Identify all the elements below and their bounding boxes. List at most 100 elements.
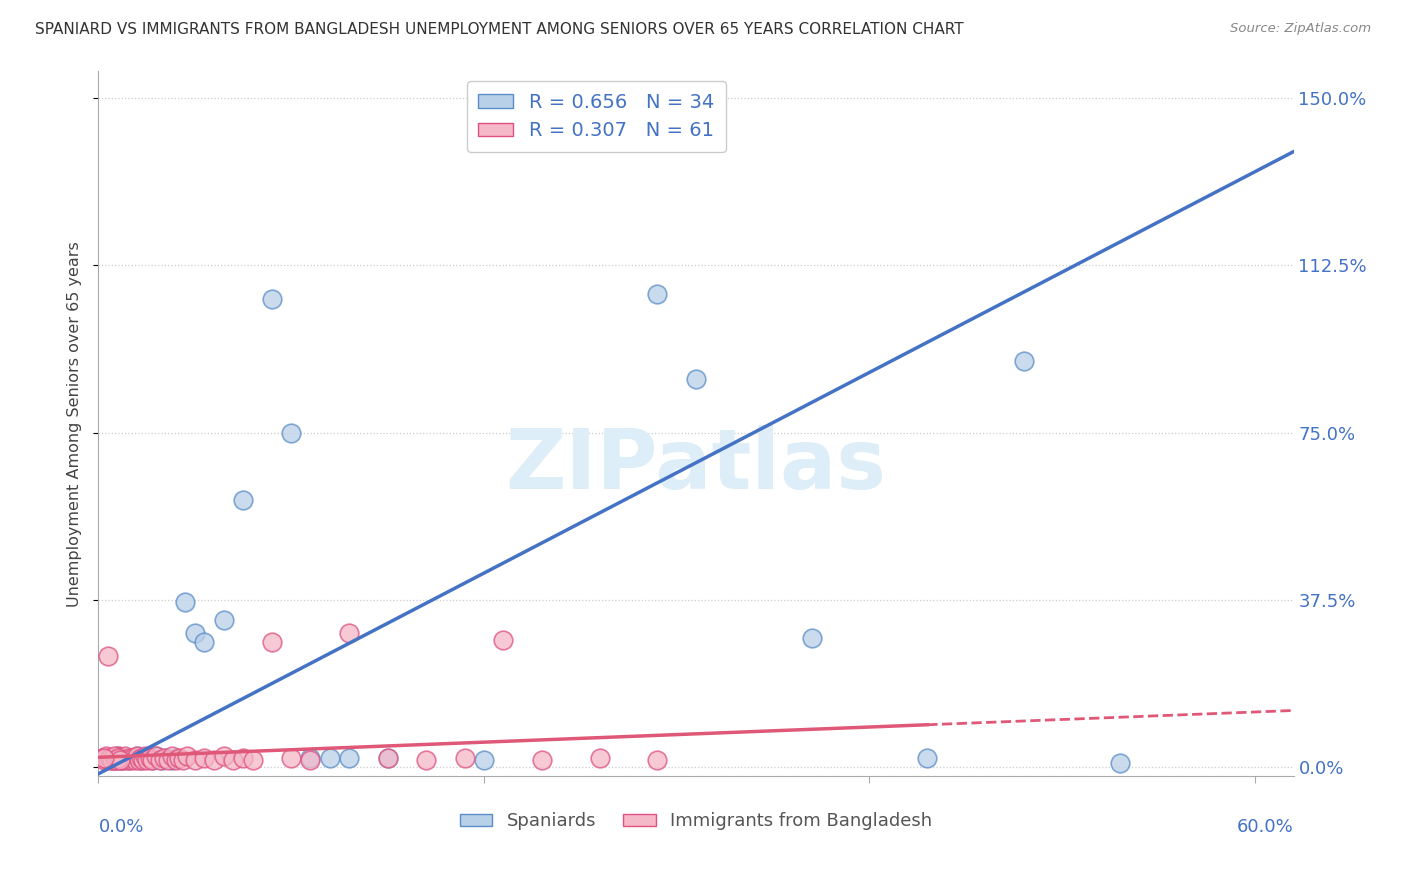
Point: [110, 753, 132, 767]
Point: [117, 753, 139, 767]
Point: [124, 753, 146, 767]
Point: [377, 751, 399, 765]
Point: [242, 753, 264, 767]
Point: [135, 751, 157, 765]
Point: [128, 753, 150, 767]
Point: [202, 753, 225, 767]
Point: [193, 751, 215, 765]
Point: [132, 753, 155, 767]
Point: [101, 753, 124, 767]
Point: [107, 751, 129, 765]
Point: [260, 292, 283, 306]
Point: [122, 751, 145, 765]
Point: [337, 626, 360, 640]
Point: [93, 753, 115, 767]
Point: [110, 751, 132, 765]
Point: [299, 753, 322, 767]
Point: [93, 751, 115, 765]
Point: [647, 287, 669, 301]
Point: [337, 751, 360, 765]
Point: [141, 753, 163, 767]
Point: [160, 753, 183, 767]
Point: [150, 753, 173, 767]
Point: [145, 749, 167, 764]
Point: [647, 753, 669, 767]
Point: [107, 749, 129, 764]
Point: [145, 749, 167, 764]
Text: 0.0%: 0.0%: [98, 818, 143, 837]
Point: [415, 753, 437, 767]
Point: [165, 751, 187, 765]
Point: [103, 753, 125, 767]
Legend: Spaniards, Immigrants from Bangladesh: Spaniards, Immigrants from Bangladesh: [453, 805, 939, 838]
Point: [129, 753, 152, 767]
Point: [172, 753, 194, 767]
Point: [114, 751, 136, 765]
Text: Source: ZipAtlas.com: Source: ZipAtlas.com: [1230, 22, 1371, 36]
Point: [101, 753, 124, 767]
Point: [222, 753, 245, 767]
Point: [122, 751, 145, 765]
Point: [1012, 354, 1035, 368]
Point: [299, 751, 322, 765]
Point: [97, 751, 120, 765]
Point: [319, 751, 342, 765]
Point: [114, 749, 136, 764]
Point: [153, 751, 176, 765]
Point: [530, 753, 553, 767]
Point: [212, 749, 235, 764]
Point: [169, 751, 191, 765]
Y-axis label: Unemployment Among Seniors over 65 years: Unemployment Among Seniors over 65 years: [67, 241, 83, 607]
Point: [103, 751, 125, 765]
Point: [107, 749, 129, 764]
Point: [118, 753, 141, 767]
Point: [98, 751, 121, 765]
Point: [112, 753, 135, 767]
Point: [135, 753, 157, 767]
Point: [91, 751, 114, 765]
Point: [165, 753, 187, 767]
Point: [108, 753, 131, 767]
Point: [98, 751, 121, 765]
Point: [155, 751, 177, 765]
Text: SPANIARD VS IMMIGRANTS FROM BANGLADESH UNEMPLOYMENT AMONG SENIORS OVER 65 YEARS : SPANIARD VS IMMIGRANTS FROM BANGLADESH U…: [35, 22, 963, 37]
Point: [280, 425, 302, 440]
Point: [184, 753, 207, 767]
Point: [800, 631, 823, 645]
Point: [472, 753, 495, 767]
Point: [1109, 756, 1132, 770]
Point: [104, 753, 127, 767]
Point: [141, 753, 163, 767]
Point: [118, 751, 141, 765]
Point: [125, 749, 148, 764]
Point: [184, 626, 207, 640]
Point: [176, 749, 198, 764]
Point: [160, 749, 183, 764]
Point: [917, 751, 939, 765]
Point: [129, 751, 152, 765]
Point: [139, 751, 162, 765]
Point: [232, 492, 254, 507]
Point: [280, 751, 302, 765]
Point: [377, 751, 399, 765]
Point: [94, 749, 117, 764]
Point: [103, 749, 125, 764]
Point: [149, 753, 172, 767]
Point: [492, 633, 515, 648]
Point: [108, 753, 131, 767]
Point: [260, 635, 283, 649]
Point: [156, 753, 179, 767]
Point: [453, 751, 475, 765]
Text: ZIPatlas: ZIPatlas: [506, 425, 886, 507]
Point: [232, 751, 254, 765]
Point: [97, 648, 120, 663]
Point: [174, 595, 197, 609]
Point: [120, 753, 142, 767]
Text: 60.0%: 60.0%: [1237, 818, 1294, 837]
Point: [588, 751, 610, 765]
Point: [134, 749, 156, 764]
Point: [193, 635, 215, 649]
Point: [104, 753, 127, 767]
Point: [125, 749, 148, 764]
Point: [97, 753, 120, 767]
